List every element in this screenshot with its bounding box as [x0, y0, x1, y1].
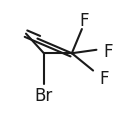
- Text: F: F: [79, 12, 88, 30]
- Text: F: F: [99, 70, 108, 88]
- Text: F: F: [102, 43, 112, 61]
- Text: Br: Br: [34, 87, 53, 105]
